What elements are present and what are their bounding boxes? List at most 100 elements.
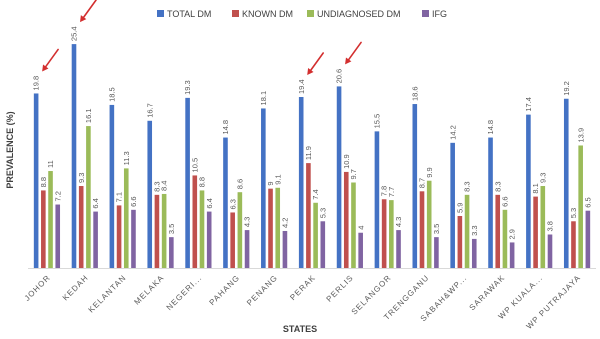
legend-swatch-known-dm (232, 10, 239, 17)
plot-area: 19.8 8.8 11 7.2 25.4 9.3 16.1 6.4 18.5 7.1 11.3 6.6… (28, 26, 596, 269)
legend: TOTAL DM KNOWN DM UNDIAGNOSED DM IFG (157, 9, 447, 19)
bar-ifg-trengganu (434, 237, 439, 268)
bar-total-dm-wp-putrajaya (563, 98, 569, 268)
bar-total-dm-kedah (71, 44, 77, 269)
value-label-ifg-perak: 5.3 (318, 208, 327, 218)
bar-undiagnosed-dm-perlis (351, 182, 356, 268)
value-label-undiagnosed-dm-kedah: 16.1 (84, 108, 93, 123)
value-label-total-dm-kedah: 25.4 (70, 26, 79, 41)
bar-undiagnosed-dm-selangor (389, 200, 394, 268)
bar-total-dm-perak (298, 96, 304, 269)
arrow-annotation-johor (42, 48, 59, 72)
bar-known-dm-trengganu (419, 191, 425, 268)
value-label-ifg-selangor: 4.3 (394, 217, 403, 227)
bar-total-dm-trengganu (412, 104, 418, 269)
value-label-known-dm-wp-putrajaya: 5.3 (569, 208, 578, 218)
legend-swatch-ifg (422, 10, 429, 17)
value-label-undiagnosed-dm-perlis: 9.7 (349, 169, 358, 179)
bar-known-dm-wp-putrajaya (571, 221, 576, 268)
value-label-ifg-wp-putrajaya: 6.5 (583, 197, 592, 207)
value-label-total-dm-melaka: 16.7 (145, 103, 154, 118)
legend-label-known-dm: KNOWN DM (242, 9, 293, 19)
bar-known-dm-wp-kuala (533, 196, 538, 268)
value-label-total-dm-perak: 19.4 (297, 79, 306, 94)
value-label-undiagnosed-dm-penang: 9.1 (273, 174, 282, 184)
value-label-known-dm-kedah: 9.3 (77, 173, 86, 183)
value-label-known-dm-perak: 11.9 (304, 146, 313, 160)
bar-undiagnosed-dm-penang (275, 187, 281, 268)
value-label-known-dm-perlis: 10.9 (342, 154, 351, 169)
category-label-sarawak: SARAWAK (468, 273, 507, 312)
value-label-undiagnosed-dm-kelantan: 11.3 (122, 151, 131, 165)
value-label-known-dm-wp-kuala: 8.1 (531, 183, 540, 193)
bar-ifg-wp-putrajaya (585, 210, 591, 268)
bar-ifg-perak (320, 221, 326, 268)
category-label-johor: JOHOR (23, 273, 53, 303)
value-label-ifg-melaka: 3.5 (167, 224, 176, 234)
value-label-total-dm-pahang: 14.8 (221, 120, 230, 135)
bar-ifg-negeri (206, 211, 212, 268)
value-label-undiagnosed-dm-sabah-wp: 8.3 (463, 181, 472, 191)
bar-known-dm-perlis (343, 171, 349, 268)
bar-undiagnosed-dm-wp-kuala (540, 186, 546, 268)
value-label-ifg-kedah: 6.4 (91, 198, 100, 208)
value-label-ifg-johor: 7.2 (53, 191, 62, 201)
value-label-ifg-kelantan: 6.6 (129, 196, 138, 206)
bar-ifg-pahang (244, 230, 250, 268)
value-label-total-dm-sarawak: 14.8 (486, 120, 495, 135)
value-label-undiagnosed-dm-trengganu: 9.9 (425, 167, 434, 177)
legend-label-undiagnosed-dm: UNDIAGNOSED DM (317, 9, 401, 19)
value-label-undiagnosed-dm-perak: 7.4 (311, 189, 320, 199)
value-label-known-dm-pahang: 6.3 (228, 199, 237, 209)
category-label-pahang: PAHANG (208, 273, 242, 307)
category-label-melaka: MELAKA (132, 273, 166, 307)
value-label-known-dm-penang: 9 (266, 181, 275, 185)
bar-undiagnosed-dm-pahang (237, 192, 243, 268)
value-label-known-dm-sabah-wp: 5.9 (455, 203, 464, 213)
bar-known-dm-melaka (154, 194, 160, 268)
bar-total-dm-selangor (374, 131, 380, 268)
value-label-total-dm-sabah-wp: 14.2 (448, 125, 457, 140)
bar-known-dm-perak (306, 163, 311, 268)
bar-known-dm-pahang (230, 212, 235, 268)
value-label-ifg-perlis: 4 (356, 226, 365, 230)
bar-total-dm-penang (261, 108, 266, 269)
bar-undiagnosed-dm-wp-putrajaya (578, 145, 583, 268)
bar-ifg-selangor (396, 230, 401, 268)
value-label-undiagnosed-dm-negeri: 8.8 (198, 177, 207, 187)
value-label-total-dm-wp-kuala: 17.4 (524, 97, 533, 112)
bar-undiagnosed-dm-trengganu (426, 180, 432, 268)
bar-total-dm-pahang (223, 137, 228, 268)
value-label-total-dm-perlis: 20.6 (335, 69, 344, 84)
legend-label-total-dm: TOTAL DM (167, 9, 211, 19)
value-label-ifg-pahang: 4.3 (243, 217, 252, 227)
value-label-total-dm-negeri: 19.3 (183, 80, 192, 95)
bar-undiagnosed-dm-johor (48, 171, 53, 268)
bar-ifg-johor (55, 204, 61, 268)
value-label-ifg-trengganu: 3.5 (432, 224, 441, 234)
value-label-undiagnosed-dm-sarawak: 6.6 (501, 196, 510, 206)
bar-known-dm-selangor (381, 199, 387, 268)
value-label-known-dm-sarawak: 8.3 (493, 181, 502, 191)
category-label-perlis: PERLIS (325, 273, 356, 304)
bar-ifg-kedah (93, 211, 98, 268)
bar-ifg-melaka (169, 237, 174, 268)
bar-known-dm-kelantan (116, 205, 122, 268)
bar-known-dm-kedah (78, 186, 84, 268)
value-label-ifg-penang: 4.2 (281, 218, 290, 228)
category-label-perak: PERAK (288, 273, 317, 302)
arrow-annotation-kedah (80, 0, 97, 23)
bar-known-dm-penang (268, 188, 273, 268)
annotation-arrows (42, 0, 362, 75)
value-label-total-dm-wp-putrajaya: 19.2 (562, 81, 571, 96)
bar-undiagnosed-dm-sabah-wp (464, 194, 470, 268)
value-label-undiagnosed-dm-wp-putrajaya: 13.9 (576, 128, 585, 143)
bar-undiagnosed-dm-sarawak (502, 209, 508, 268)
bar-known-dm-sabah-wp (457, 215, 463, 268)
bar-ifg-penang (282, 230, 288, 268)
value-label-undiagnosed-dm-johor: 11 (46, 160, 55, 168)
value-label-ifg-negeri: 6.4 (205, 198, 214, 208)
bar-undiagnosed-dm-kelantan (123, 168, 129, 268)
